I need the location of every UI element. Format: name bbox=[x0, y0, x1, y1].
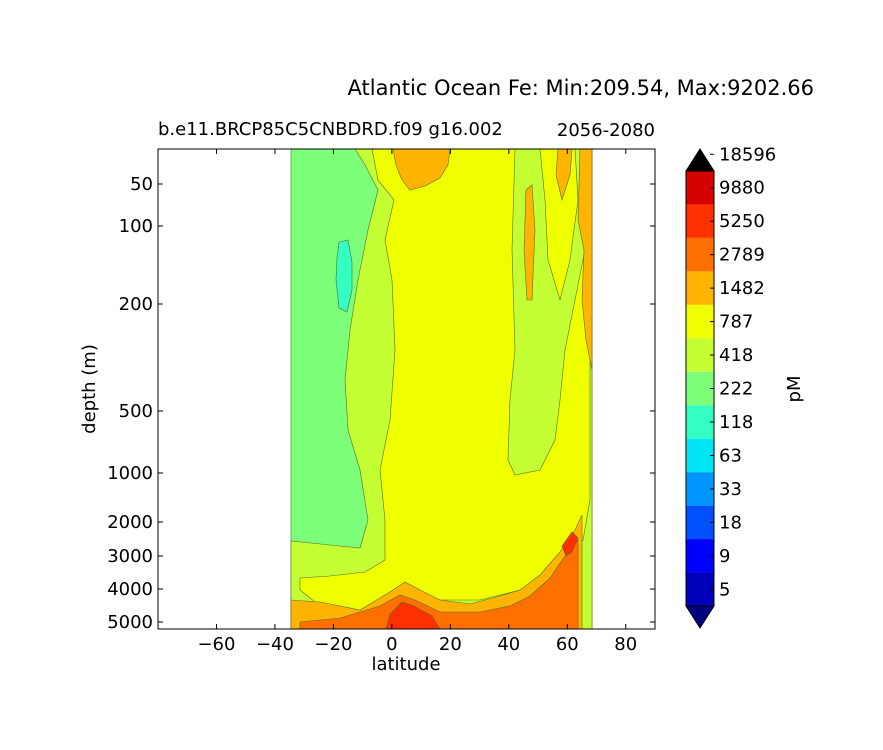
y-tick-label: 4000 bbox=[107, 579, 153, 600]
contour-region-2789-5250-bottom bbox=[290, 514, 583, 629]
colorbar-swatch bbox=[686, 304, 714, 339]
y-tick-label: 1000 bbox=[107, 463, 153, 484]
x-axis-label: latitude bbox=[371, 654, 440, 675]
x-tick-label: 80 bbox=[614, 634, 637, 655]
colorbar-tick-label: 787 bbox=[719, 312, 753, 333]
colorbar-swatch bbox=[686, 371, 714, 406]
contour-region-2789-5250-edge bbox=[577, 149, 593, 371]
y-axis: 50 100 200 500 1000 2000 3000 4000 5000 bbox=[107, 174, 655, 633]
y-tick-label: 200 bbox=[119, 294, 153, 315]
colorbar-label: pM bbox=[784, 376, 805, 403]
colorbar-tick-label: 222 bbox=[719, 379, 753, 400]
x-tick-label: 0 bbox=[386, 634, 397, 655]
contour-field bbox=[290, 149, 593, 629]
colorbar-swatch bbox=[686, 237, 714, 272]
colorbar-swatch bbox=[686, 572, 714, 606]
y-tick-label: 100 bbox=[119, 216, 153, 237]
year-range-subtitle: 2056-2080 bbox=[556, 120, 655, 141]
colorbar-tick-label: 2789 bbox=[719, 245, 765, 266]
case-name-subtitle: b.e11.BRCP85C5CNBDRD.f09 g16.002 bbox=[158, 119, 503, 140]
colorbar-tick-label: 1482 bbox=[719, 278, 765, 299]
colorbar-swatch bbox=[686, 438, 714, 473]
contour-region-222-418 bbox=[335, 239, 353, 313]
colorbar-tick-label: 18 bbox=[719, 512, 742, 533]
colorbar-tick-label: 18596 bbox=[719, 144, 776, 165]
x-axis: −60 −40 −20 0 20 40 60 80 bbox=[197, 149, 637, 655]
contour-region-2789-5250-north bbox=[555, 149, 573, 202]
plot-frame bbox=[157, 148, 656, 630]
x-tick-label: 40 bbox=[497, 634, 520, 655]
contour-region-1482-2789-north bbox=[539, 149, 579, 302]
x-tick-label: 60 bbox=[556, 634, 579, 655]
y-tick-label: 50 bbox=[130, 174, 153, 195]
colorbar-swatch bbox=[686, 539, 714, 573]
colorbar-tick-label: 9 bbox=[719, 546, 730, 567]
colorbar-extend-min bbox=[685, 605, 715, 629]
y-axis-label: depth (m) bbox=[79, 344, 100, 434]
y-tick-label: 500 bbox=[119, 401, 153, 422]
colorbar-tick-label: 118 bbox=[719, 412, 753, 433]
y-tick-label: 5000 bbox=[107, 612, 153, 633]
colorbar-swatch bbox=[686, 405, 714, 439]
colorbar-swatch bbox=[686, 171, 714, 205]
colorbar-extend-max bbox=[685, 148, 715, 172]
colorbar-tick-label: 5 bbox=[719, 579, 730, 600]
colorbar-tick-label: 9880 bbox=[719, 178, 765, 199]
contour-region-2789-5250-strip bbox=[523, 184, 536, 301]
colorbar-tick-label: 418 bbox=[719, 345, 753, 366]
x-tick-label: −40 bbox=[256, 634, 294, 655]
contour-region-9880-18596-10n bbox=[385, 601, 441, 629]
contour-region-2789-5250-surface bbox=[392, 149, 451, 191]
colorbar-swatch bbox=[686, 472, 714, 506]
y-tick-label: 3000 bbox=[107, 546, 153, 567]
colorbar: 5 9 18 33 63 118 222 418 787 1482 2789 5250 9880 1859… bbox=[685, 144, 776, 629]
colorbar-tick-label: 33 bbox=[719, 479, 742, 500]
contour-region-9880-18596-60n bbox=[561, 531, 579, 557]
x-tick-label: −60 bbox=[197, 634, 235, 655]
colorbar-swatch bbox=[686, 204, 714, 238]
contour-region-5250-9880 bbox=[299, 539, 579, 629]
colorbar-swatch bbox=[686, 271, 714, 305]
contour-region-1482-2789 bbox=[299, 149, 591, 613]
x-tick-label: 20 bbox=[439, 634, 462, 655]
chart-title: Atlantic Ocean Fe: Min:209.54, Max:9202.… bbox=[347, 76, 814, 100]
colorbar-tick-label: 5250 bbox=[719, 211, 765, 232]
y-tick-label: 2000 bbox=[107, 512, 153, 533]
colorbar-tick-label: 63 bbox=[719, 445, 742, 466]
colorbar-swatch bbox=[686, 338, 714, 372]
x-tick-label: −20 bbox=[314, 634, 352, 655]
colorbar-swatch bbox=[686, 505, 714, 540]
